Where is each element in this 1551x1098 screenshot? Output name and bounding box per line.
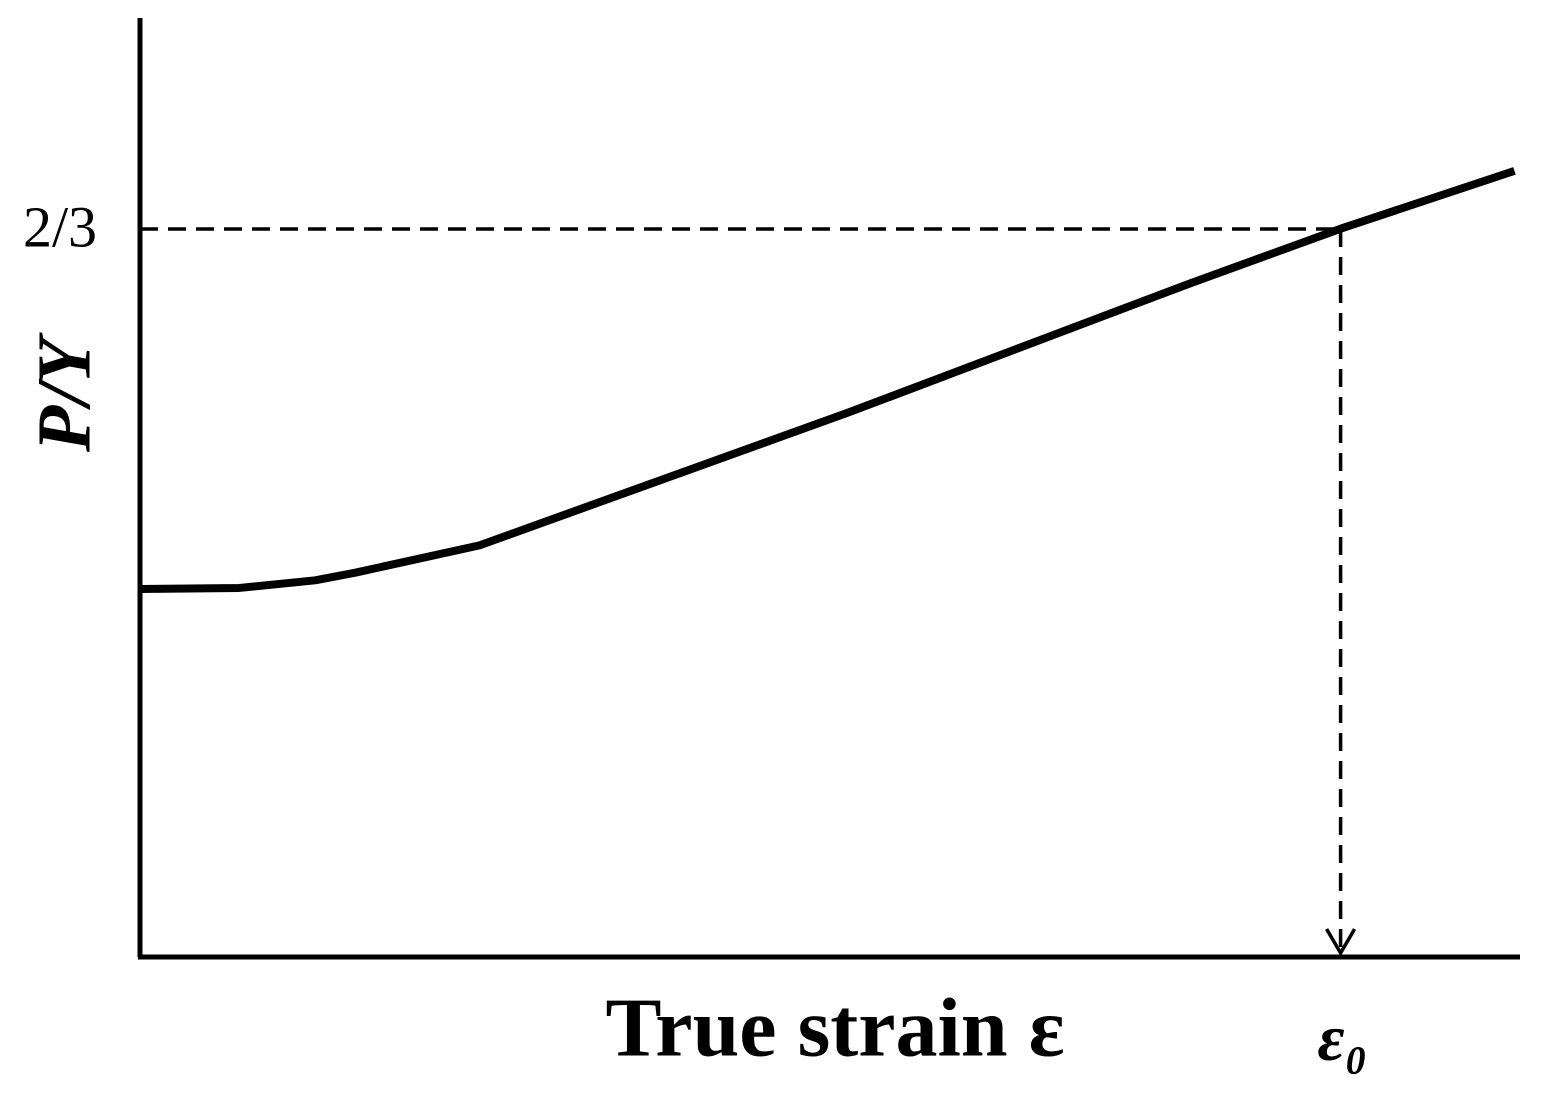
y-tick-label: 2/3: [23, 194, 97, 259]
arrow-head: [1325, 928, 1357, 957]
x-tick-label: ε₀: [1318, 1002, 1368, 1075]
y-axis-label: P/Y: [22, 331, 106, 453]
curve: [139, 167, 1516, 594]
x-axis-label: True strain ε: [606, 981, 1065, 1074]
